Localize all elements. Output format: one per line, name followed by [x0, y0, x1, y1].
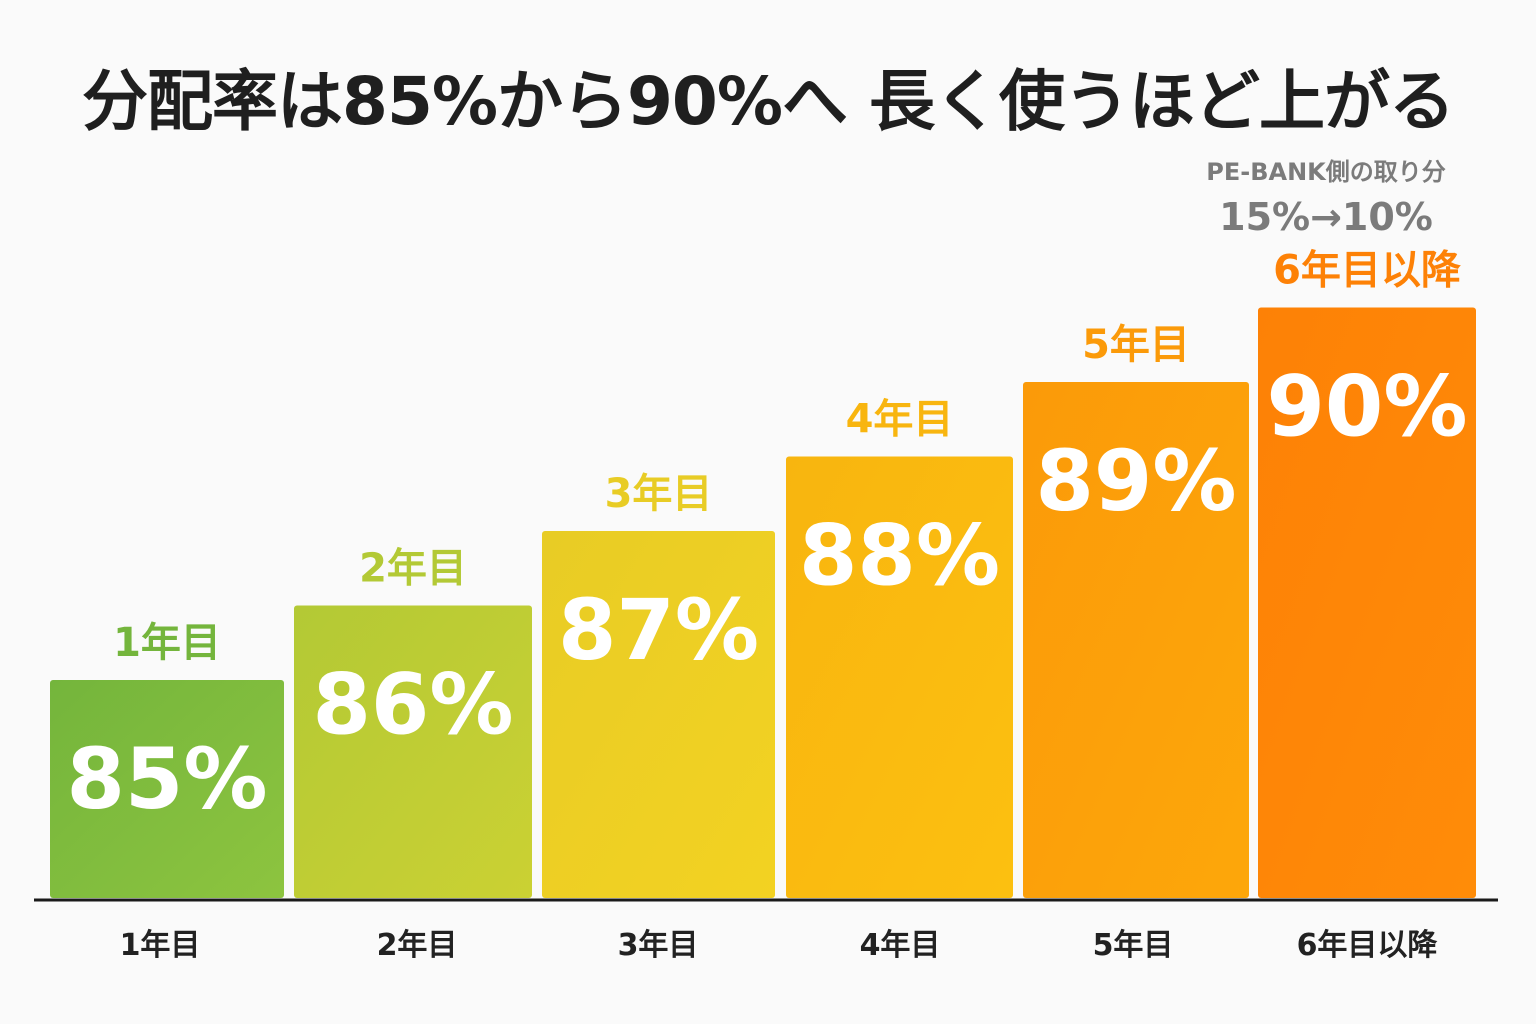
provider-share-label: PE-BANK側の取り分 [1206, 158, 1446, 186]
bar-category-label-2: 2年目 [359, 546, 467, 592]
bar-value-label-2: 86% [312, 656, 513, 754]
bar-value-label-4: 88% [799, 507, 1000, 605]
provider-share-value: 15%→10% [1219, 195, 1433, 239]
bar-value-label-5: 89% [1035, 432, 1236, 530]
bar-5 [1023, 382, 1249, 898]
x-tick-label-1: 1年目 [120, 928, 201, 963]
x-tick-label-6: 6年目以降 [1297, 928, 1439, 963]
provider-share-note: PE-BANK側の取り分 15%→10% [1166, 152, 1486, 239]
x-tick-label-5: 5年目 [1093, 928, 1174, 963]
bar-2 [294, 605, 532, 898]
bar-3 [542, 531, 775, 898]
bar-category-label-1: 1年目 [113, 620, 221, 666]
x-tick-label-3: 3年目 [618, 928, 699, 963]
x-tick-label-4: 4年目 [860, 928, 941, 963]
bar-1 [50, 680, 284, 898]
bar-6 [1258, 307, 1476, 898]
bar-value-label-6: 90% [1266, 358, 1467, 456]
bar-category-label-3: 3年目 [605, 471, 713, 517]
bar-category-label-6: 6年目以降 [1273, 248, 1461, 294]
bar-category-label-4: 4年目 [846, 397, 954, 443]
page-title: 分配率は85%から90%へ 長く使うほど上がる [82, 63, 1455, 140]
bar-value-label-3: 87% [558, 581, 759, 679]
bar-value-label-1: 85% [66, 730, 267, 828]
bar-4 [786, 456, 1013, 898]
bar-category-label-5: 5年目 [1082, 322, 1190, 368]
x-tick-label-2: 2年目 [377, 928, 458, 963]
